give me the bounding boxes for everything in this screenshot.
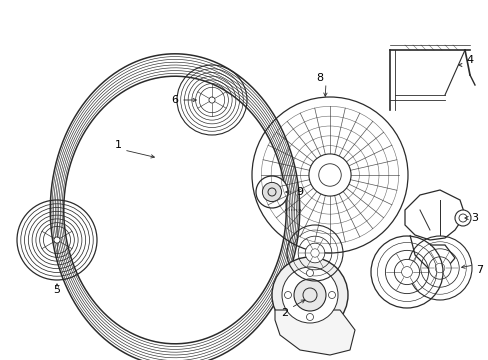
- Text: 4: 4: [466, 55, 472, 65]
- Circle shape: [306, 314, 313, 320]
- Circle shape: [54, 237, 60, 243]
- Text: 1: 1: [114, 140, 121, 150]
- Text: 9: 9: [296, 187, 303, 197]
- Circle shape: [394, 260, 419, 285]
- Text: 5: 5: [53, 285, 61, 295]
- Circle shape: [284, 292, 291, 298]
- Circle shape: [308, 154, 350, 196]
- Circle shape: [328, 292, 335, 298]
- Circle shape: [306, 270, 313, 276]
- Circle shape: [428, 257, 450, 279]
- Circle shape: [256, 176, 287, 208]
- Circle shape: [293, 279, 325, 311]
- Circle shape: [262, 183, 281, 202]
- Circle shape: [282, 267, 337, 323]
- Text: 2: 2: [281, 308, 288, 318]
- Circle shape: [305, 243, 324, 263]
- Text: 3: 3: [470, 213, 478, 223]
- Text: 8: 8: [316, 73, 323, 83]
- Circle shape: [454, 210, 470, 226]
- Polygon shape: [274, 310, 354, 355]
- Circle shape: [208, 97, 215, 103]
- Circle shape: [271, 257, 347, 333]
- Text: 6: 6: [171, 95, 178, 105]
- Text: 7: 7: [475, 265, 483, 275]
